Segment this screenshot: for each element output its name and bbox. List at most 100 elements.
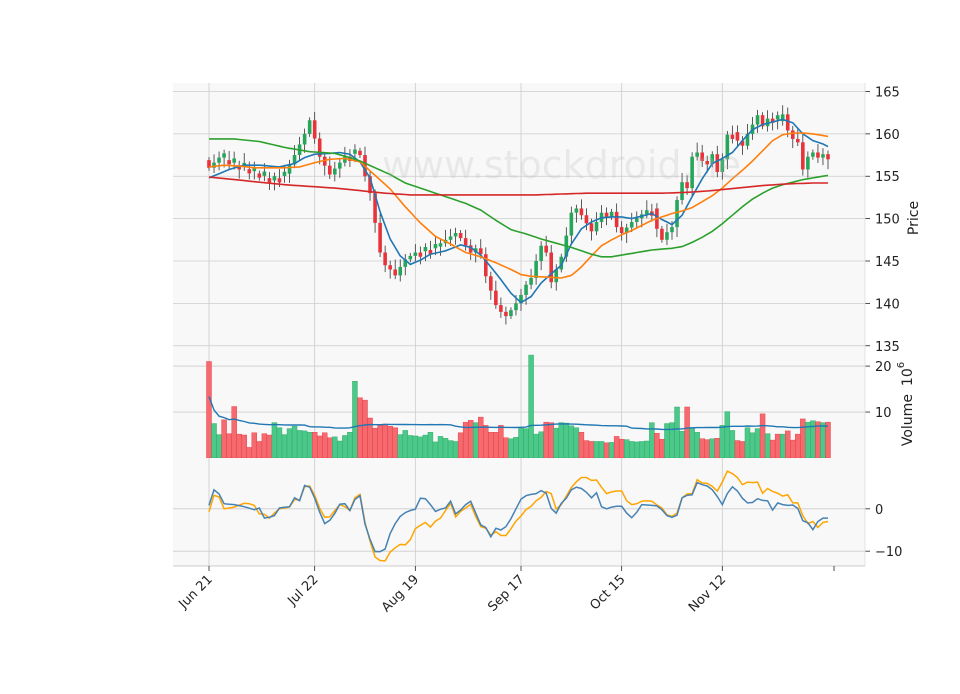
volume-bar [211,423,217,459]
volume-bar [337,440,343,459]
volume-bar [317,435,323,459]
candle [534,254,538,285]
candle-body-up [403,259,408,267]
candle [629,212,634,233]
candle [735,125,740,148]
volume-bar [372,427,378,459]
candle-body-down [383,252,387,266]
candle-body-up [624,227,629,234]
candle-body-down [584,215,589,224]
volume-bar [251,432,257,459]
candle-body-down [760,115,765,127]
candle-body-up [398,266,403,276]
volume-axis-multiplier: 10 [900,368,916,386]
candle [423,243,428,262]
volume-bar [649,422,655,459]
volume-bar [679,431,685,459]
candle [785,107,790,138]
candle [338,158,342,178]
candle-body-down [393,269,398,276]
volume-bar [387,426,393,459]
volume-bar [447,440,454,459]
volume-bar [352,381,358,459]
volume-bar [498,425,504,459]
volume-bar [724,411,731,459]
candle-body-up [680,182,684,200]
volume-bar [301,430,308,459]
candle-body-up [569,212,574,236]
volume-bar [774,433,781,459]
candle-body-up [343,156,347,163]
volume-bar [362,399,368,459]
price-y-tick-label: 155 [875,170,900,185]
volume-bar [759,413,766,459]
candle [760,112,765,130]
candle [584,208,589,231]
volume-bar [684,406,690,459]
volume-bar [795,433,801,459]
volume-bar [654,432,660,459]
candle-body-up [670,227,674,233]
volume-bar [286,428,293,459]
candle [317,132,322,165]
volume-bar [769,439,776,459]
volume-bar [518,427,524,459]
x-axis: Jun 21 Jul 22 Aug 19 Sep 17 Oct 15 Nov 12 [176,566,835,615]
candle [257,170,262,181]
panel-background [173,458,865,566]
candle-body-down [705,160,710,165]
volume-bar [417,436,424,459]
price-axis-label: Price [906,201,922,235]
volume-bar [271,422,278,459]
volume-bar [432,441,439,459]
candle [539,241,543,271]
candle [690,152,694,198]
volume-bar [226,433,232,459]
candle-body-up [433,244,438,249]
candle-body-down [327,165,332,175]
candle-body-down [373,193,377,223]
candle [312,111,317,144]
candle-body-down [468,245,473,253]
candle [398,259,403,282]
candle-body-down [388,265,392,270]
candle-body-up [302,133,307,145]
candle-body-up [665,232,669,240]
volume-bar [397,434,403,459]
volume-panel: 10 20 [173,350,892,459]
volume-bar [256,441,263,459]
candle-body-up [272,176,277,181]
volume-bar [538,431,544,459]
candle-body-down [589,223,594,232]
volume-bar [513,437,519,459]
candle-body-up [509,310,513,317]
volume-bar [216,434,222,459]
volume-bar [719,425,726,459]
candle [559,253,564,273]
volume-bar [669,422,675,459]
volume-bar [825,421,831,459]
candle [609,208,614,220]
candle-body-up [353,149,357,154]
candle-body-up [634,218,639,223]
volume-bar [493,432,499,459]
volume-bar [543,421,549,459]
candle-body-down [730,134,735,139]
candle-body-down [267,178,272,183]
candle [604,207,609,226]
candle [453,227,458,245]
watermark: www.stockdroid.ne [382,143,741,187]
candle [806,151,810,178]
volume-bar [483,425,489,459]
volume-bar [261,433,268,459]
volume-bar [407,435,414,459]
x-tick-label: Sep 17 [485,572,528,615]
candle [811,149,815,160]
candle-body-up [574,208,579,213]
x-tick-label: Jul 22 [284,572,321,609]
volume-bar [342,435,348,459]
candle [433,237,438,256]
moving-average-line-1 [208,118,829,304]
candle-body-down [549,252,554,283]
